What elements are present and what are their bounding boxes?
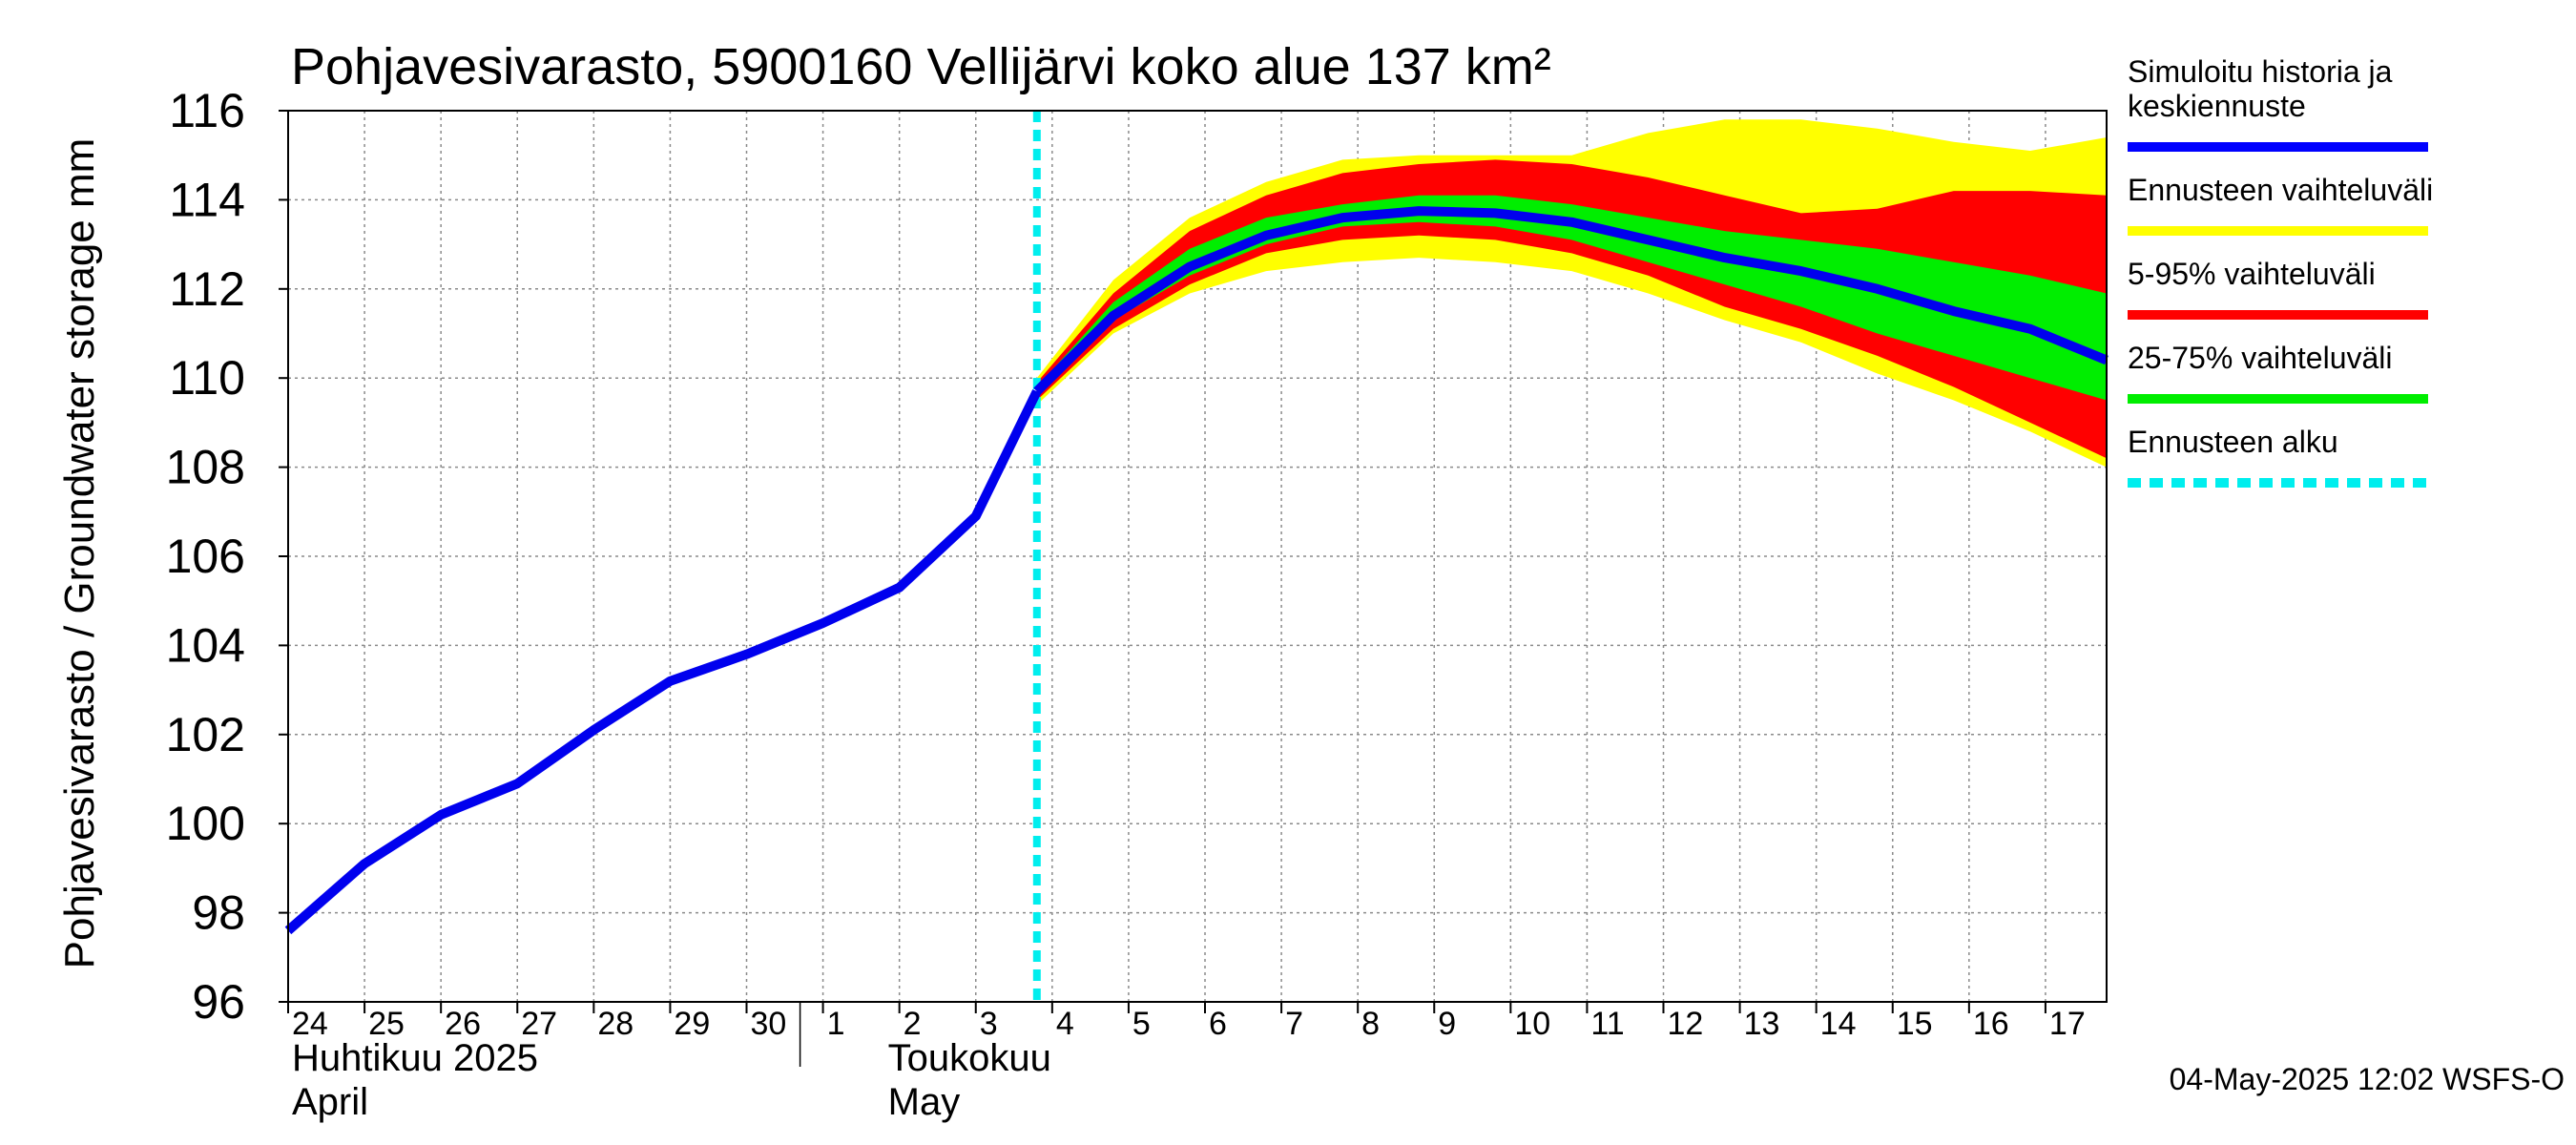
y-tick-label: 112 <box>169 262 245 316</box>
chart-text: Pohjavesivarasto, 5900160 Vellijärvi kok… <box>56 38 2565 1123</box>
x-tick-label: 13 <box>1744 1006 1780 1042</box>
x-tick-label: 3 <box>980 1006 998 1042</box>
y-tick-label: 116 <box>169 84 245 137</box>
y-tick-label: 108 <box>166 441 245 494</box>
x-tick-label: 7 <box>1285 1006 1303 1042</box>
timestamp: 04-May-2025 12:02 WSFS-O <box>2170 1062 2565 1096</box>
month-label-en: April <box>292 1081 368 1123</box>
median-forecast-line <box>1033 206 2109 395</box>
y-tick-label: 102 <box>166 708 245 761</box>
x-tick-label: 16 <box>1973 1006 2009 1042</box>
legend-label: 5-95% vaihteluväli <box>2128 257 2376 291</box>
y-axis-label: Pohjavesivarasto / Groundwater storage m… <box>56 138 103 969</box>
x-tick-label: 25 <box>368 1006 405 1042</box>
x-tick-label: 28 <box>597 1006 634 1042</box>
x-tick-label: 4 <box>1056 1006 1074 1042</box>
x-tick-label: 15 <box>1897 1006 1933 1042</box>
y-tick-label: 100 <box>166 797 245 850</box>
x-tick-label: 14 <box>1820 1006 1857 1042</box>
legend-label: 25-75% vaihteluväli <box>2128 341 2393 375</box>
month-label-fi: Huhtikuu 2025 <box>292 1037 538 1079</box>
x-tick-label: 1 <box>827 1006 845 1042</box>
x-tick-label: 8 <box>1361 1006 1380 1042</box>
x-tick-label: 26 <box>445 1006 481 1042</box>
legend-label: Simuloitu historia ja <box>2128 54 2393 89</box>
series-lines <box>284 111 2109 1002</box>
y-tick-label: 98 <box>192 886 245 940</box>
x-tick-label: 12 <box>1668 1006 1704 1042</box>
x-tick-label: 6 <box>1209 1006 1227 1042</box>
x-tick-label: 11 <box>1590 1006 1624 1042</box>
x-tick-label: 30 <box>751 1006 787 1042</box>
forecast-bands <box>1036 119 2107 468</box>
legend-label: Ennusteen vaihteluväli <box>2128 173 2433 207</box>
x-tick-label: 24 <box>292 1006 328 1042</box>
legend-label: keskiennuste <box>2128 89 2306 123</box>
y-tick-label: 114 <box>169 173 245 226</box>
y-tick-label: 104 <box>166 618 245 672</box>
x-tick-label: 29 <box>674 1006 710 1042</box>
x-tick-label: 17 <box>2049 1006 2086 1042</box>
band-25-75 <box>1036 195 2107 401</box>
y-tick-label: 96 <box>192 975 245 1029</box>
plot-frame <box>287 110 2108 1003</box>
x-tick-label: 27 <box>521 1006 557 1042</box>
month-label-en: May <box>888 1081 961 1123</box>
y-tick-label: 106 <box>166 530 245 583</box>
x-tick-label: 9 <box>1438 1006 1456 1042</box>
x-tick-label: 5 <box>1132 1006 1151 1042</box>
x-tick-label: 10 <box>1514 1006 1550 1042</box>
chart-title: Pohjavesivarasto, 5900160 Vellijärvi kok… <box>291 38 1551 95</box>
axes <box>279 110 2108 1067</box>
month-label-fi: Toukokuu <box>888 1037 1051 1079</box>
x-tick-label: 2 <box>904 1006 922 1042</box>
y-tick-label: 110 <box>169 351 245 405</box>
legend-label: Ennusteen alku <box>2128 425 2338 459</box>
history-line <box>284 389 1042 935</box>
